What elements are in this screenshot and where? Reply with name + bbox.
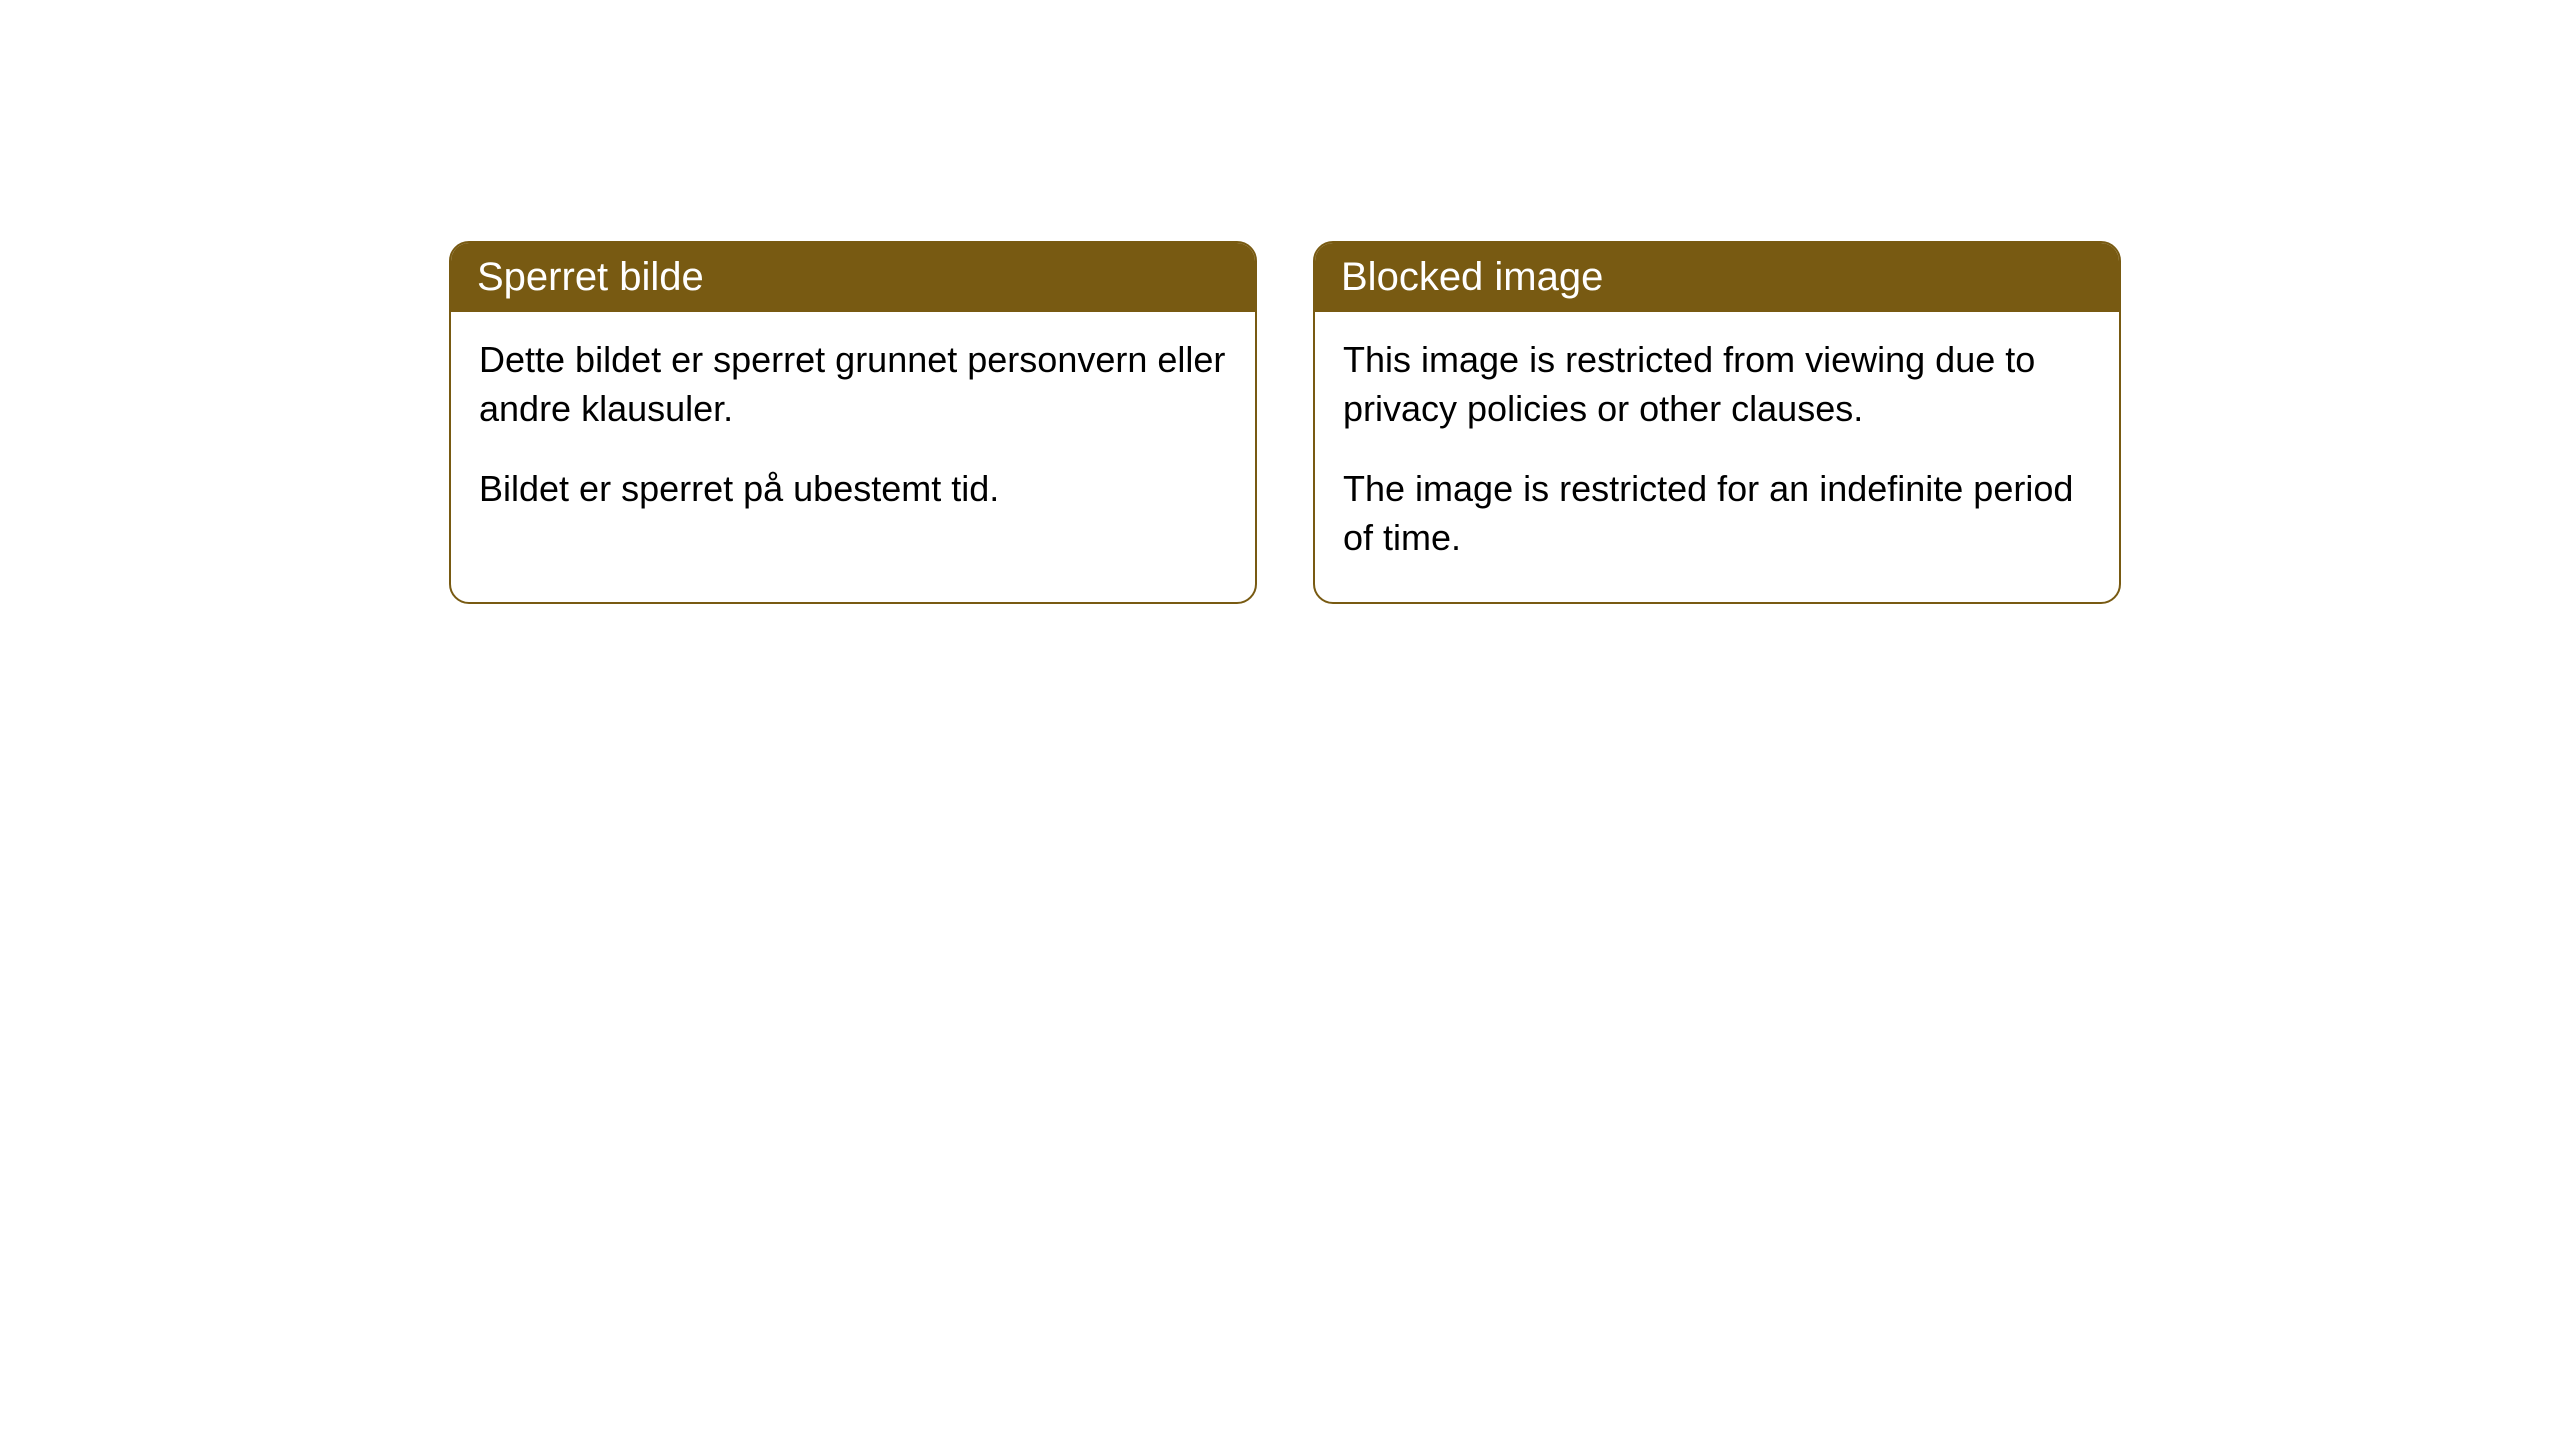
blocked-image-card-english: Blocked image This image is restricted f… bbox=[1313, 241, 2121, 604]
card-header-english: Blocked image bbox=[1315, 243, 2119, 312]
blocked-image-card-norwegian: Sperret bilde Dette bildet er sperret gr… bbox=[449, 241, 1257, 604]
notice-cards-container: Sperret bilde Dette bildet er sperret gr… bbox=[449, 241, 2121, 604]
card-body-english: This image is restricted from viewing du… bbox=[1315, 312, 2119, 602]
notice-paragraph-1: This image is restricted from viewing du… bbox=[1343, 336, 2091, 433]
notice-paragraph-1: Dette bildet er sperret grunnet personve… bbox=[479, 336, 1227, 433]
card-body-norwegian: Dette bildet er sperret grunnet personve… bbox=[451, 312, 1255, 554]
notice-paragraph-2: The image is restricted for an indefinit… bbox=[1343, 465, 2091, 562]
card-header-norwegian: Sperret bilde bbox=[451, 243, 1255, 312]
notice-paragraph-2: Bildet er sperret på ubestemt tid. bbox=[479, 465, 1227, 514]
